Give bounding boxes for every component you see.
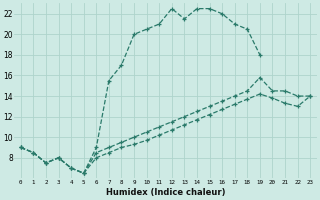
X-axis label: Humidex (Indice chaleur): Humidex (Indice chaleur) [106, 188, 225, 197]
